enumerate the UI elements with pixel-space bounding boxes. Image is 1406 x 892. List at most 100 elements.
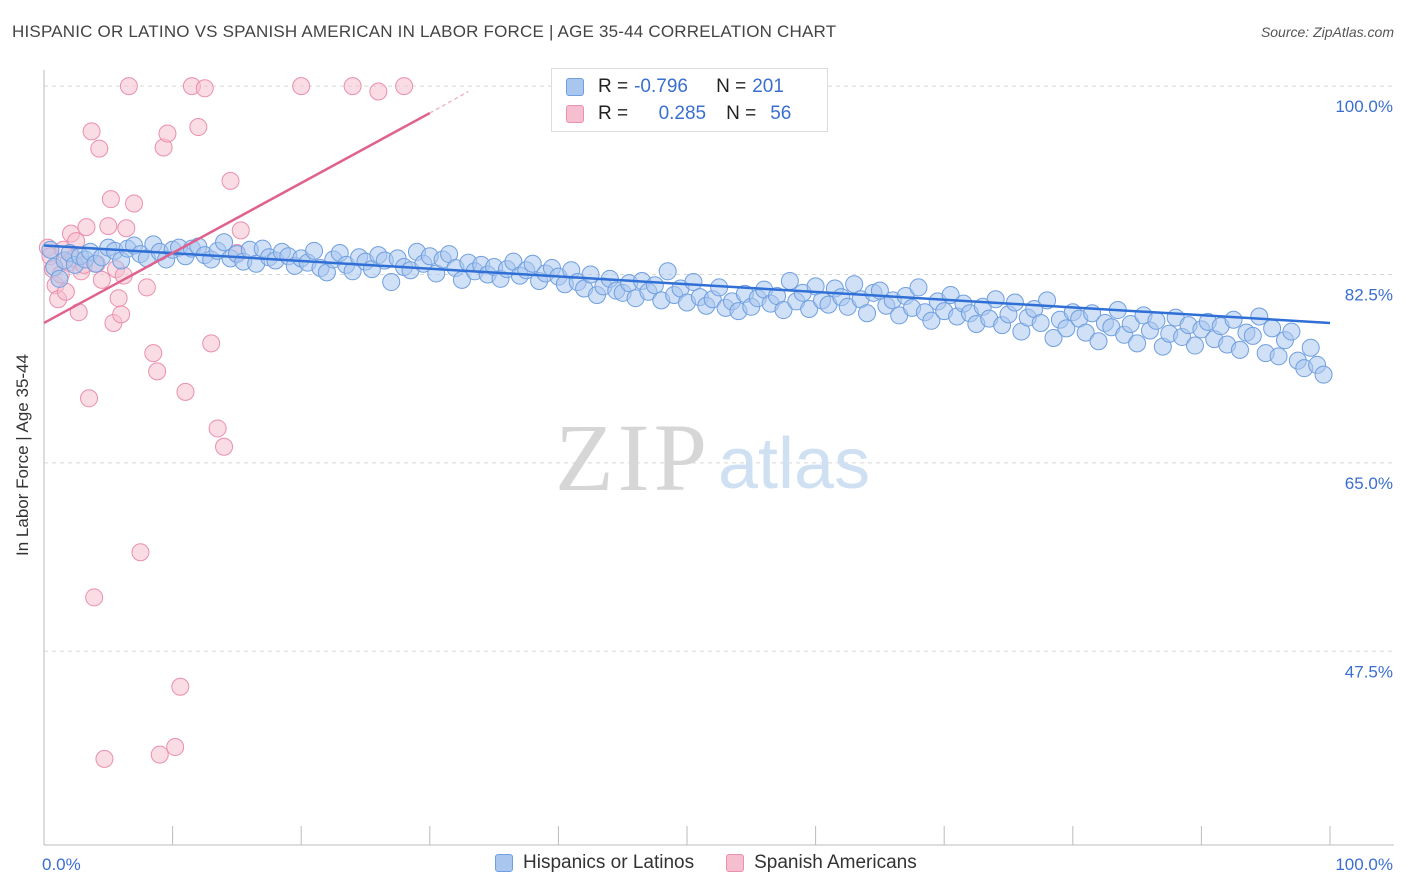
spanish-american-point <box>189 118 208 137</box>
spanish-american-point <box>82 122 101 141</box>
spanish-american-point <box>369 82 388 101</box>
hispanic-point <box>858 304 877 323</box>
hispanic-point <box>922 311 941 330</box>
hispanic-point <box>1263 319 1282 338</box>
hispanic-point <box>1250 307 1269 326</box>
hispanic-point <box>1224 310 1243 329</box>
trend-layer <box>43 90 1331 325</box>
hispanic-point <box>1243 326 1262 345</box>
n-value: 56 <box>770 103 792 124</box>
n-label: N = <box>716 76 747 97</box>
tick-labels: 100.0% 82.5% 65.0% 47.5% 0.0% 100.0% <box>42 97 1393 874</box>
spanish-american-point <box>395 77 414 96</box>
r-value: 0.285 <box>658 103 707 124</box>
spanish-american-point <box>112 305 131 324</box>
spanish-american-point <box>343 77 362 96</box>
hispanics-swatch <box>566 78 584 96</box>
spanish-americans-points <box>38 77 414 768</box>
source-note: Source: ZipAtlas.com <box>1260 24 1394 40</box>
r-label: R = <box>598 103 629 124</box>
hispanic-point <box>1282 322 1301 341</box>
stats-row-hispanics: R = -0.796 N = 201 <box>566 74 784 100</box>
hispanic-point <box>523 254 542 273</box>
spanish-american-point <box>77 218 96 237</box>
hispanics-trend-line <box>43 244 1331 325</box>
hispanic-point <box>50 269 69 288</box>
hispanic-point <box>909 278 928 297</box>
legend-label-spanish: Spanish Americans <box>754 852 917 873</box>
spanish-american-point <box>158 124 177 143</box>
spanish-american-point <box>125 194 144 213</box>
hispanic-point <box>1076 323 1095 342</box>
spanish-american-point <box>109 289 128 308</box>
hispanics-points <box>41 233 1333 384</box>
axis-layer <box>43 70 1394 846</box>
spanish-american-point <box>150 745 169 764</box>
y-tick-label: 47.5% <box>1345 662 1393 681</box>
spanish-american-point <box>171 677 190 696</box>
chart-title: HISPANIC OR LATINO VS SPANISH AMERICAN I… <box>12 22 837 41</box>
spanish-american-point <box>95 749 114 768</box>
hispanic-point <box>1089 332 1108 351</box>
hispanic-point <box>382 273 401 292</box>
hispanic-point <box>1185 336 1204 355</box>
stats-legend: R = -0.796 N = 201 R = 0.285 N = 56 <box>551 68 828 132</box>
hispanic-point <box>215 233 234 252</box>
spanish-american-point <box>90 139 109 158</box>
n-label: N = <box>726 103 757 124</box>
hispanic-point <box>1121 315 1140 334</box>
series-legend: Hispanics or Latinos Spanish Americans <box>495 852 949 874</box>
r-value: -0.796 <box>634 76 688 97</box>
spanish-american-point <box>117 219 136 238</box>
spanish-american-point <box>292 77 311 96</box>
x-tick-label-max: 100.0% <box>1335 855 1393 874</box>
spanish-legend-swatch <box>726 854 745 872</box>
spanish-american-point <box>137 278 156 297</box>
spanish-american-point <box>80 389 99 408</box>
spanish-american-point <box>215 437 234 456</box>
spanish-american-point <box>195 79 214 98</box>
hispanic-point <box>658 262 677 281</box>
y-tick-label: 100.0% <box>1335 97 1393 116</box>
hispanic-point <box>1269 347 1288 366</box>
spanish-american-point <box>101 190 120 209</box>
hispanic-point <box>1147 311 1166 330</box>
watermark-atlas: atlas <box>718 424 870 504</box>
spanish-american-point <box>144 344 163 363</box>
hispanic-point <box>41 240 60 259</box>
hispanic-point <box>774 301 793 320</box>
spanish-american-point <box>85 588 104 607</box>
spanish-american-point <box>202 334 221 353</box>
spanish-trend-extension <box>429 90 469 114</box>
spanish-american-point <box>131 543 150 562</box>
hispanic-point <box>986 290 1005 309</box>
n-value: 201 <box>752 76 784 97</box>
spanish-american-point <box>208 419 227 438</box>
y-tick-label: 82.5% <box>1345 286 1393 305</box>
legend-item-hispanics[interactable]: Hispanics or Latinos <box>495 852 694 874</box>
spanish-american-point <box>99 217 118 236</box>
spanish-trend-line <box>43 111 431 325</box>
hispanic-point <box>780 271 799 290</box>
hispanic-point <box>581 265 600 284</box>
spanish-american-point <box>148 362 167 381</box>
watermark-zip: ZIP <box>555 404 711 511</box>
legend-label-hispanics: Hispanics or Latinos <box>523 852 695 873</box>
legend-item-spanish[interactable]: Spanish Americans <box>726 852 917 874</box>
hispanics-legend-swatch <box>495 854 513 872</box>
hispanic-point <box>1031 313 1050 332</box>
hispanic-point <box>1230 340 1249 359</box>
hispanic-point <box>1128 334 1147 353</box>
grid-layer <box>44 85 1394 652</box>
hispanic-point <box>645 276 664 295</box>
hispanic-point <box>1044 329 1063 348</box>
hispanic-point <box>1314 365 1333 384</box>
hispanic-point <box>1301 338 1320 357</box>
spanish-american-point <box>231 221 250 240</box>
spanish-american-point <box>221 171 240 190</box>
hispanic-point <box>684 273 703 292</box>
hispanic-point <box>1057 319 1076 338</box>
spanish-american-point <box>92 270 111 289</box>
watermark: ZIP atlas <box>555 404 870 511</box>
